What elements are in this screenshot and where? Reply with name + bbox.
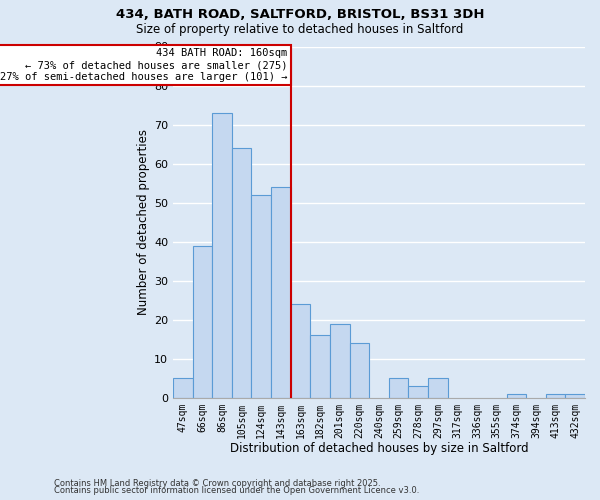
- Bar: [330, 324, 350, 398]
- Text: Contains HM Land Registry data © Crown copyright and database right 2025.: Contains HM Land Registry data © Crown c…: [54, 478, 380, 488]
- Bar: [350, 343, 369, 398]
- Text: Contains public sector information licensed under the Open Government Licence v3: Contains public sector information licen…: [54, 486, 419, 495]
- Bar: [546, 394, 565, 398]
- Bar: [251, 195, 271, 398]
- Text: 434 BATH ROAD: 160sqm
← 73% of detached houses are smaller (275)
27% of semi-det: 434 BATH ROAD: 160sqm ← 73% of detached …: [0, 48, 288, 82]
- Bar: [193, 246, 212, 398]
- Y-axis label: Number of detached properties: Number of detached properties: [137, 129, 150, 315]
- Bar: [428, 378, 448, 398]
- Bar: [290, 304, 310, 398]
- Bar: [389, 378, 409, 398]
- Text: 434, BATH ROAD, SALTFORD, BRISTOL, BS31 3DH: 434, BATH ROAD, SALTFORD, BRISTOL, BS31 …: [116, 8, 484, 20]
- Text: Size of property relative to detached houses in Saltford: Size of property relative to detached ho…: [136, 22, 464, 36]
- Bar: [173, 378, 193, 398]
- Bar: [271, 187, 290, 398]
- Bar: [310, 336, 330, 398]
- Bar: [409, 386, 428, 398]
- X-axis label: Distribution of detached houses by size in Saltford: Distribution of detached houses by size …: [230, 442, 528, 455]
- Bar: [565, 394, 585, 398]
- Bar: [506, 394, 526, 398]
- Bar: [232, 148, 251, 398]
- Bar: [212, 113, 232, 398]
